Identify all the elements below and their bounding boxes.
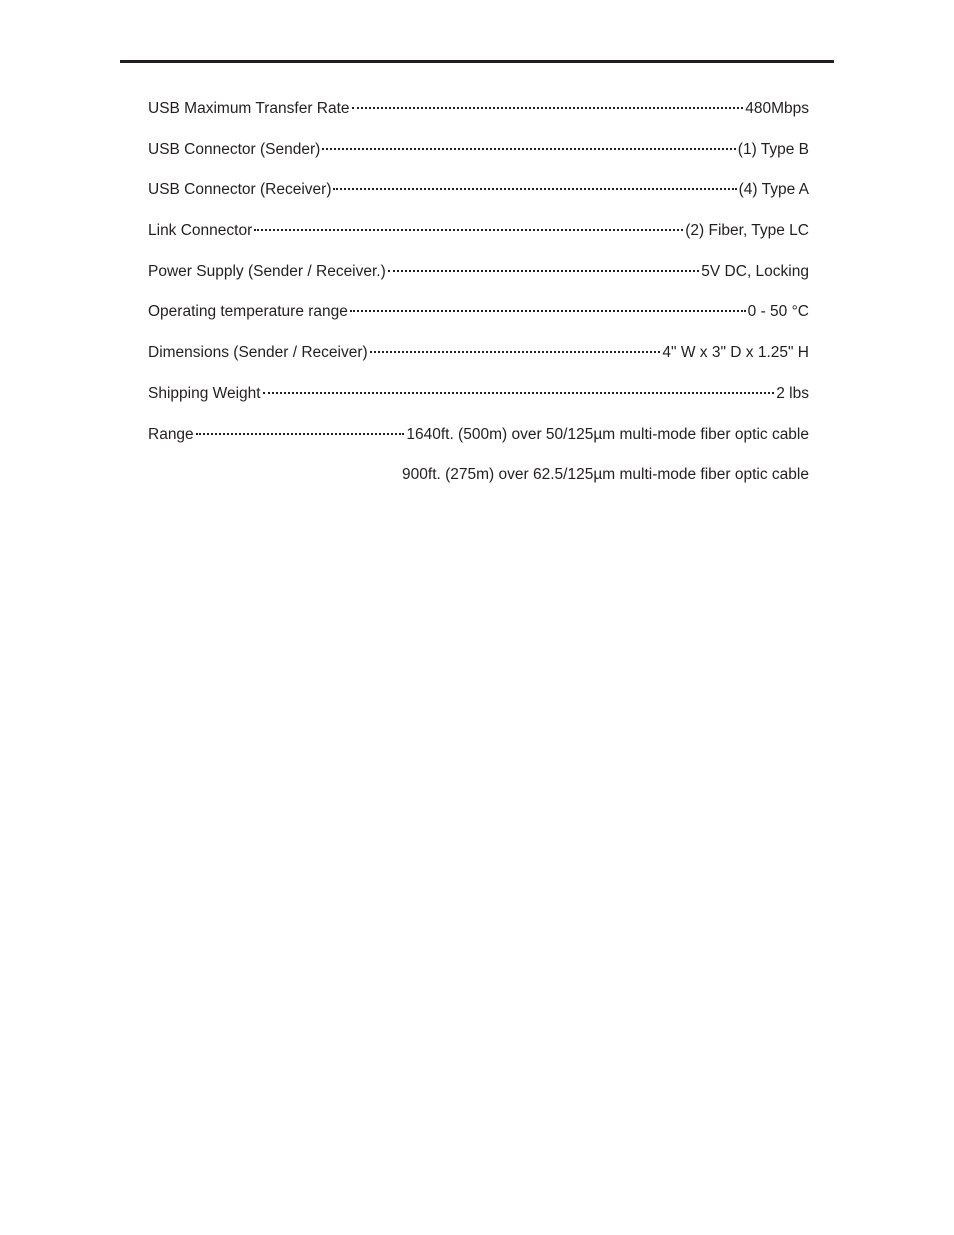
- spec-value: 480Mbps: [745, 98, 809, 120]
- spec-row: Power Supply (Sender / Receiver.) 5V DC,…: [148, 261, 809, 283]
- spec-row: Dimensions (Sender / Receiver) 4" W x 3"…: [148, 342, 809, 364]
- spec-value: (2) Fiber, Type LC: [685, 220, 809, 242]
- spec-label: USB Connector (Receiver): [148, 179, 331, 201]
- spec-dots: [333, 188, 736, 190]
- spec-label: USB Maximum Transfer Rate: [148, 98, 350, 120]
- spec-value: 2 lbs: [776, 383, 809, 405]
- spec-row: Shipping Weight 2 lbs: [148, 383, 809, 405]
- specifications-list: USB Maximum Transfer Rate 480Mbps USB Co…: [120, 98, 834, 486]
- spec-label: Link Connector: [148, 220, 252, 242]
- spec-row: USB Connector (Receiver) (4) Type A: [148, 179, 809, 201]
- spec-value: 0 - 50 °C: [748, 301, 809, 323]
- spec-value: 1640ft. (500m) over 50/125µm multi-mode …: [406, 424, 809, 446]
- spec-dots: [263, 392, 775, 394]
- spec-row: USB Maximum Transfer Rate 480Mbps: [148, 98, 809, 120]
- spec-dots: [388, 270, 700, 272]
- spec-row: Range 1640ft. (500m) over 50/125µm multi…: [148, 424, 809, 446]
- spec-row: Link Connector (2) Fiber, Type LC: [148, 220, 809, 242]
- document-page: USB Maximum Transfer Rate 480Mbps USB Co…: [0, 0, 954, 486]
- top-divider: [120, 60, 834, 63]
- spec-label: Range: [148, 424, 194, 446]
- spec-label: Operating temperature range: [148, 301, 348, 323]
- spec-dots: [370, 351, 661, 353]
- spec-value: (1) Type B: [738, 139, 809, 161]
- spec-dots: [350, 310, 746, 312]
- spec-label: Shipping Weight: [148, 383, 261, 405]
- spec-value: (4) Type A: [739, 179, 809, 201]
- spec-row: Operating temperature range 0 - 50 °C: [148, 301, 809, 323]
- spec-value: 5V DC, Locking: [701, 261, 809, 283]
- spec-dots: [196, 433, 405, 435]
- spec-continuation: 900ft. (275m) over 62.5/125µm multi-mode…: [148, 464, 809, 486]
- spec-dots: [254, 229, 683, 231]
- spec-value: 4" W x 3" D x 1.25" H: [662, 342, 809, 364]
- spec-label: Dimensions (Sender / Receiver): [148, 342, 368, 364]
- spec-row: USB Connector (Sender) (1) Type B: [148, 139, 809, 161]
- spec-label: Power Supply (Sender / Receiver.): [148, 261, 386, 283]
- spec-dots: [352, 107, 744, 109]
- spec-label: USB Connector (Sender): [148, 139, 320, 161]
- spec-dots: [322, 148, 735, 150]
